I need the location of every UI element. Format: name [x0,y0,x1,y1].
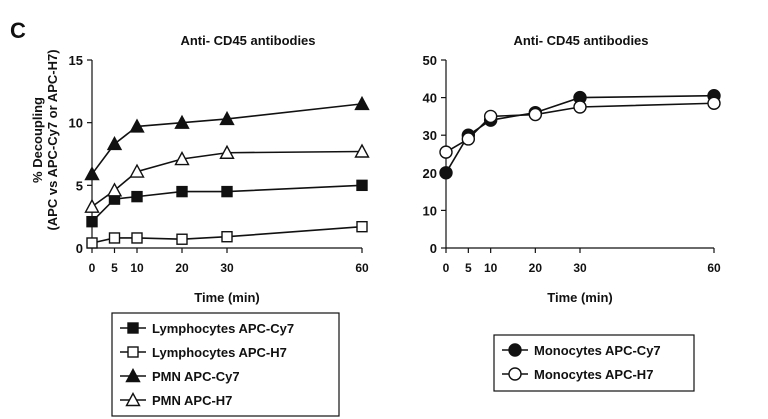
x-tick-label: 5 [111,261,118,275]
y-axis-label-line1: % Decoupling [30,97,45,183]
data-point [354,95,370,111]
data-point [221,231,233,243]
chart-lymphocytes-pmn: Anti- CD45 antibodies 0 5 10 15 0 5 10 20 30 60 Tim… [30,33,370,417]
data-point [176,233,188,245]
legend-label: Monocytes APC-H7 [534,367,653,382]
data-point [86,237,98,249]
y-tick-label: 20 [423,166,437,181]
y-tick-label: 15 [69,53,83,68]
x-axis-label: Time (min) [547,290,613,305]
legend-item: Monocytes APC-Cy7 [502,343,661,358]
panel-label: C [10,18,26,43]
legend-item: Monocytes APC-H7 [502,367,653,382]
legend-item: PMN APC-H7 [120,392,232,408]
legend-label: Lymphocytes APC-Cy7 [152,321,294,336]
data-point [84,198,100,213]
legend-marker [127,322,139,334]
x-tick-label: 0 [443,261,450,275]
data-point [528,107,543,122]
legend-box [111,312,340,417]
legend-marker [125,392,141,407]
data-point [356,220,368,233]
data-point [707,96,721,110]
data-point [131,232,143,244]
data-point [129,118,145,133]
data-point [219,110,235,126]
legend-marker [508,343,522,357]
legend: Monocytes APC-Cy7 Monocytes APC-H7 [493,334,695,392]
data-point [131,190,143,203]
data-point [221,185,233,198]
x-tick-label: 0 [89,261,96,275]
legend-box [493,334,695,392]
y-tick-label: 5 [76,178,83,193]
data-point [461,132,476,146]
legend-item: Lymphocytes APC-H7 [120,345,287,360]
x-tick-label: 30 [220,261,234,275]
x-tick-label: 20 [529,261,543,275]
legend-marker [127,346,139,358]
x-tick-label: 20 [175,261,189,275]
legend-item: PMN APC-Cy7 [120,368,240,384]
data-point [106,182,123,197]
y-tick-label: 30 [423,128,437,143]
y-tick-label: 0 [430,241,437,256]
chart-monocytes: Anti- CD45 antibodies 0 10 20 30 40 50 0 5 10 20 30… [423,33,721,392]
data-point [86,215,98,228]
y-tick-label: 10 [423,203,437,218]
x-tick-label: 60 [707,261,721,275]
data-point [174,114,190,129]
legend: Lymphocytes APC-Cy7 Lymphocytes APC-H7 PMN… [111,312,340,417]
data-point [176,185,188,198]
data-point [573,100,587,114]
legend-label: PMN APC-Cy7 [152,369,240,384]
y-tick-label: 50 [423,53,437,68]
x-tick-label: 30 [573,261,587,275]
legend-label: Lymphocytes APC-H7 [152,345,287,360]
x-tick-label: 5 [465,261,472,275]
y-axis-label-line2: (APC vs APC-Cy7 or APC-H7) [45,49,60,230]
data-point [354,143,370,158]
x-tick-label: 10 [130,261,144,275]
data-point [174,151,190,166]
data-point [483,109,498,124]
data-point [356,179,368,192]
data-point [108,232,121,244]
data-point [219,144,235,159]
data-point [439,145,453,159]
y-tick-label: 10 [69,116,83,131]
chart-title: Anti- CD45 antibodies [180,33,315,48]
x-axis-label: Time (min) [194,290,260,305]
x-tick-label: 60 [355,261,369,275]
legend-label: PMN APC-H7 [152,393,232,408]
data-point [84,166,100,181]
legend-marker [125,368,141,383]
data-point [129,163,145,178]
legend-label: Monocytes APC-Cy7 [534,343,661,358]
y-tick-label: 0 [76,241,83,256]
legend-item: Lymphocytes APC-Cy7 [120,321,294,336]
x-tick-label: 10 [484,261,498,275]
data-point [439,166,453,180]
y-tick-label: 40 [423,91,437,106]
data-point [106,136,123,151]
chart-title: Anti- CD45 antibodies [513,33,648,48]
legend-marker [508,367,522,381]
